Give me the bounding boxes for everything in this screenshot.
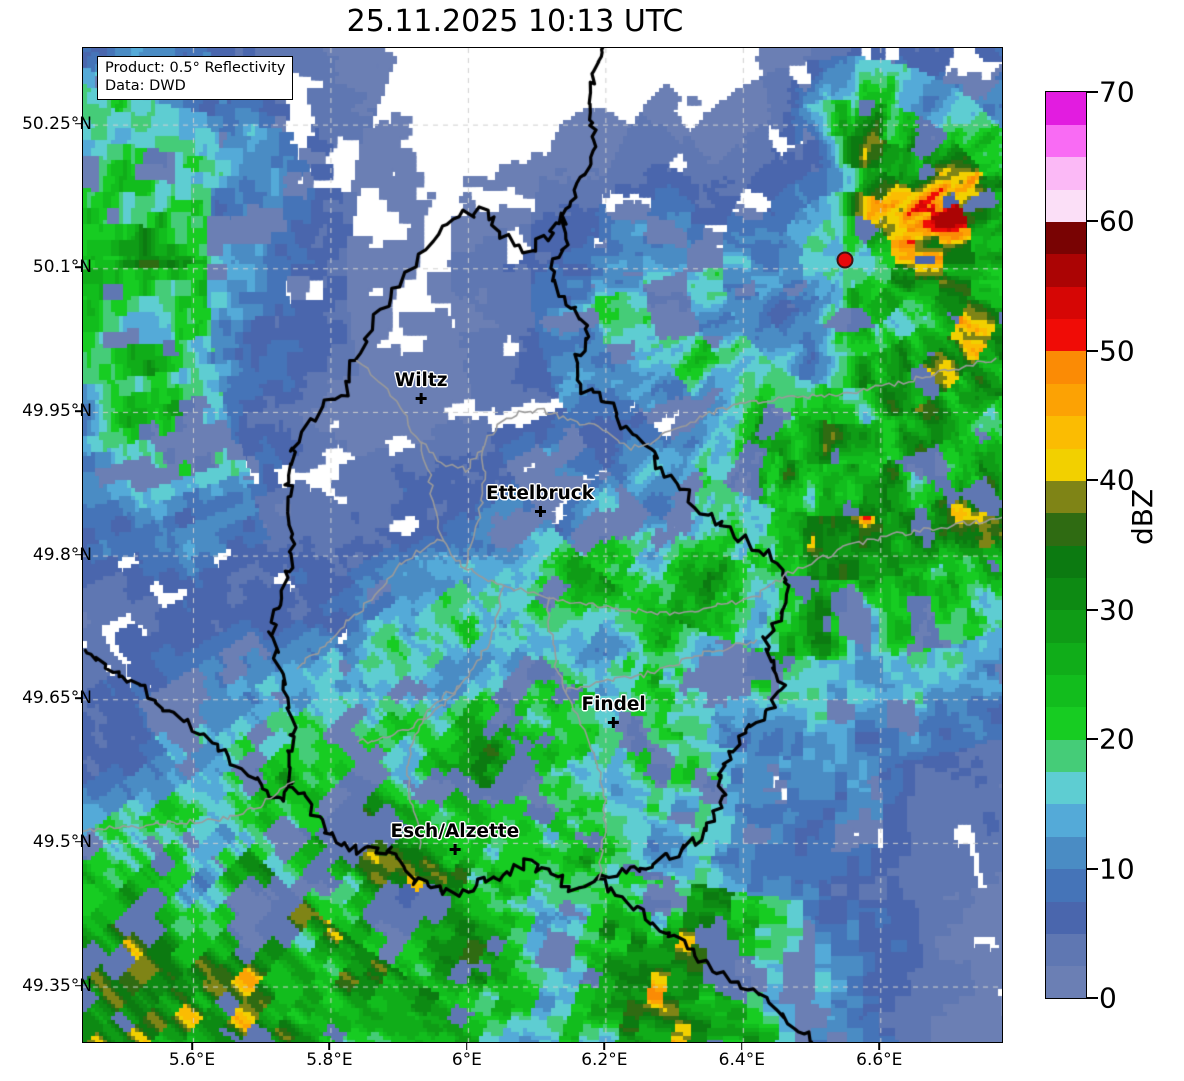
- colorbar-band: [1046, 900, 1086, 934]
- latitude-tick-mark: [75, 984, 82, 987]
- colorbar-band: [1046, 674, 1086, 708]
- latitude-tick-label: 49.8°N: [32, 544, 92, 565]
- map-plot-area[interactable]: Product: 0.5° Reflectivity Data: DWD Wil…: [82, 47, 1003, 1043]
- colorbar-tick-mark: [1087, 479, 1098, 482]
- latitude-tick-label: 49.35°N: [22, 975, 92, 996]
- map-borders-layer: [83, 48, 1002, 1042]
- latitude-tick-mark: [75, 122, 82, 125]
- data-source-line: Data: DWD: [105, 77, 186, 94]
- colorbar-tick-label: 10: [1099, 852, 1135, 886]
- colorbar-tick-mark: [1087, 220, 1098, 223]
- colorbar-band: [1046, 512, 1086, 546]
- colorbar-band: [1046, 706, 1086, 740]
- colorbar-band: [1046, 253, 1086, 287]
- colorbar-band: [1046, 609, 1086, 643]
- colorbar-tick-mark: [1087, 608, 1098, 611]
- colorbar-band: [1046, 415, 1086, 449]
- colorbar-tick-mark: [1087, 997, 1098, 999]
- colorbar-band: [1046, 286, 1086, 320]
- colorbar-band: [1046, 739, 1086, 773]
- colorbar-band: [1046, 836, 1086, 870]
- latitude-tick-label: 50.1°N: [32, 257, 92, 278]
- colorbar-band: [1046, 189, 1086, 223]
- colorbar-tick-mark: [1087, 867, 1098, 870]
- latitude-tick-mark: [75, 266, 82, 269]
- colorbar-band: [1046, 577, 1086, 611]
- colorbar-band: [1046, 771, 1086, 805]
- colorbar-band: [1046, 156, 1086, 190]
- longitude-tick-mark: [191, 1043, 193, 1050]
- latitude-tick-mark: [75, 553, 82, 556]
- latitude-tick-mark: [75, 410, 82, 412]
- colorbar-axis-label: dBZ: [1126, 488, 1159, 545]
- latitude-tick-label: 49.95°N: [22, 400, 92, 421]
- colorbar-band: [1046, 318, 1086, 352]
- colorbar-band: [1046, 933, 1086, 967]
- colorbar-tick-label: 70: [1099, 75, 1135, 109]
- longitude-tick-label: 6°E: [451, 1050, 482, 1070]
- longitude-tick-label: 5.6°E: [168, 1050, 216, 1070]
- colorbar-band: [1046, 124, 1086, 158]
- longitude-tick-mark: [328, 1043, 331, 1050]
- colorbar: [1045, 91, 1087, 999]
- product-info-box: Product: 0.5° Reflectivity Data: DWD: [97, 56, 294, 100]
- colorbar-band: [1046, 803, 1086, 837]
- colorbar-tick-label: 50: [1099, 334, 1135, 368]
- page-title: 25.11.2025 10:13 UTC: [346, 4, 684, 39]
- colorbar-band: [1046, 545, 1086, 578]
- colorbar-band: [1046, 92, 1086, 125]
- latitude-tick-mark: [75, 841, 82, 843]
- colorbar-tick-label: 40: [1099, 463, 1135, 497]
- colorbar-tick-mark: [1087, 91, 1098, 93]
- colorbar-tick-label: 30: [1099, 593, 1135, 627]
- longitude-tick-label: 6.2°E: [581, 1050, 628, 1070]
- colorbar-band: [1046, 965, 1086, 998]
- longitude-tick-mark: [741, 1043, 743, 1050]
- latitude-tick-label: 49.5°N: [32, 831, 92, 852]
- longitude-tick-label: 6.4°E: [718, 1050, 765, 1070]
- product-line: Product: 0.5° Reflectivity: [105, 60, 286, 76]
- latitude-tick-label: 50.25°N: [22, 113, 92, 134]
- longitude-tick-label: 5.8°E: [306, 1050, 353, 1070]
- colorbar-tick-label: 20: [1099, 722, 1135, 756]
- colorbar-band: [1046, 447, 1086, 481]
- longitude-tick-mark: [878, 1043, 881, 1050]
- radar-site-marker[interactable]: [836, 251, 854, 269]
- colorbar-band: [1046, 480, 1086, 514]
- colorbar-band: [1046, 383, 1086, 417]
- longitude-tick-mark: [466, 1043, 468, 1050]
- colorbar-tick-label: 0: [1099, 981, 1117, 1015]
- colorbar-band: [1046, 642, 1086, 676]
- latitude-tick-label: 49.65°N: [22, 688, 92, 709]
- latitude-tick-mark: [75, 697, 82, 700]
- colorbar-band: [1046, 868, 1086, 902]
- colorbar-band: [1046, 350, 1086, 384]
- colorbar-tick-label: 60: [1099, 204, 1135, 238]
- longitude-tick-label: 6.6°E: [856, 1050, 903, 1070]
- longitude-tick-mark: [603, 1043, 606, 1050]
- colorbar-band: [1046, 221, 1086, 255]
- colorbar-tick-mark: [1087, 349, 1098, 352]
- colorbar-tick-mark: [1087, 738, 1098, 741]
